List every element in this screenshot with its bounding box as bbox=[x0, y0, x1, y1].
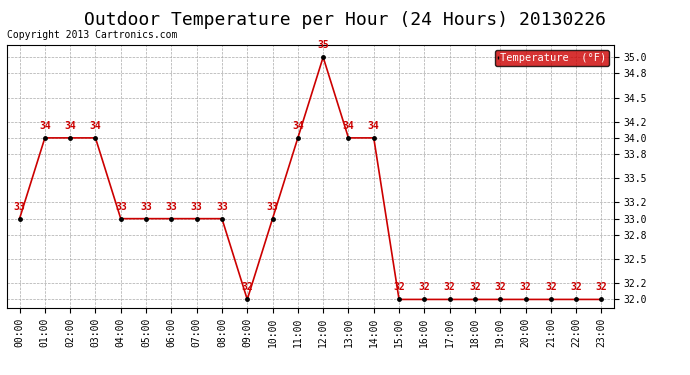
Text: 32: 32 bbox=[241, 282, 253, 292]
Text: 33: 33 bbox=[14, 202, 26, 212]
Text: 32: 32 bbox=[469, 282, 481, 292]
Text: Outdoor Temperature per Hour (24 Hours) 20130226: Outdoor Temperature per Hour (24 Hours) … bbox=[84, 11, 606, 29]
Text: 34: 34 bbox=[292, 121, 304, 131]
Text: 34: 34 bbox=[64, 121, 76, 131]
Text: 32: 32 bbox=[520, 282, 531, 292]
Text: 32: 32 bbox=[545, 282, 557, 292]
Text: 34: 34 bbox=[90, 121, 101, 131]
Text: 34: 34 bbox=[39, 121, 51, 131]
Text: 32: 32 bbox=[494, 282, 506, 292]
Text: 34: 34 bbox=[368, 121, 380, 131]
Text: 32: 32 bbox=[595, 282, 607, 292]
Text: 33: 33 bbox=[140, 202, 152, 212]
Text: 34: 34 bbox=[342, 121, 355, 131]
Text: 35: 35 bbox=[317, 40, 329, 50]
Text: 32: 32 bbox=[444, 282, 455, 292]
Text: 32: 32 bbox=[393, 282, 405, 292]
Text: 33: 33 bbox=[266, 202, 279, 212]
Text: 33: 33 bbox=[216, 202, 228, 212]
Legend: Temperature  (°F): Temperature (°F) bbox=[495, 50, 609, 66]
Text: Copyright 2013 Cartronics.com: Copyright 2013 Cartronics.com bbox=[7, 30, 177, 40]
Text: 32: 32 bbox=[418, 282, 431, 292]
Text: 33: 33 bbox=[190, 202, 203, 212]
Text: 33: 33 bbox=[166, 202, 177, 212]
Text: 32: 32 bbox=[570, 282, 582, 292]
Text: 33: 33 bbox=[115, 202, 127, 212]
